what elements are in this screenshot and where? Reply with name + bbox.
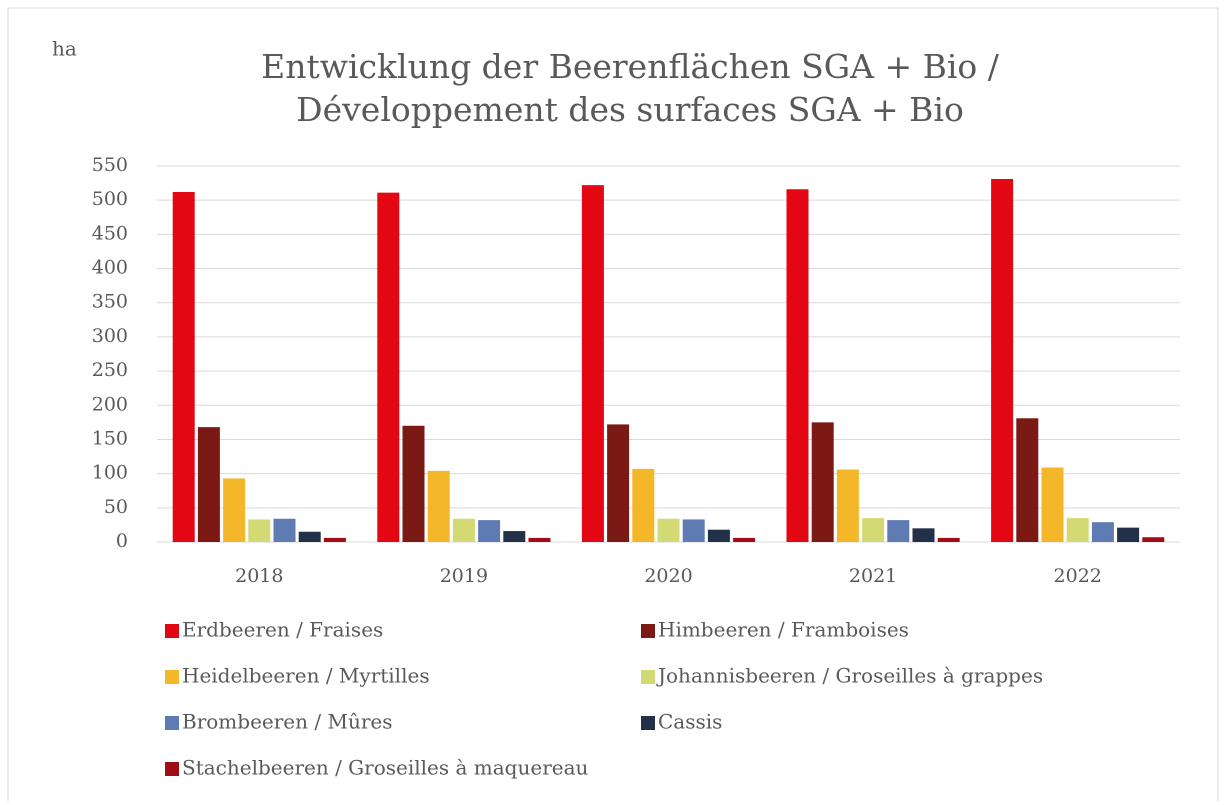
bar: [427, 470, 450, 542]
y-tick-label: 0: [116, 530, 128, 552]
bar: [478, 520, 501, 542]
y-tick-label: 550: [92, 154, 128, 176]
bar: [1142, 537, 1165, 542]
bar: [632, 468, 655, 542]
x-tick-label: 2019: [440, 565, 488, 587]
legend-swatch: [165, 762, 179, 776]
bar: [887, 520, 910, 542]
chart-title: Entwicklung der Beerenflächen SGA + Bio …: [261, 47, 1000, 86]
bar: [223, 478, 246, 542]
chart-border: [7, 7, 1219, 805]
bar: [197, 427, 220, 542]
y-tick-label: 100: [92, 462, 128, 484]
legend-label: Stachelbeeren / Groseilles à maquereau: [182, 756, 589, 780]
bar: [581, 185, 604, 542]
legend-label: Cassis: [658, 710, 722, 734]
legend-swatch: [641, 716, 655, 730]
y-tick-label: 150: [92, 427, 128, 449]
bar: [1041, 467, 1064, 542]
bar: [172, 191, 195, 542]
legend-swatch: [641, 670, 655, 684]
legend-swatch: [641, 624, 655, 638]
legend-swatch: [165, 624, 179, 638]
bar: [657, 518, 680, 542]
legend-swatch: [165, 716, 179, 730]
bar: [607, 424, 630, 542]
bar: [298, 531, 321, 542]
legend-label: Brombeeren / Mûres: [182, 710, 393, 734]
bar: [1091, 522, 1114, 542]
y-tick-label: 300: [92, 325, 128, 347]
bar: [1117, 527, 1140, 542]
bar: [707, 529, 730, 542]
bar: [991, 178, 1014, 543]
bar: [733, 537, 756, 542]
bar: [836, 469, 859, 542]
y-tick-label: 200: [92, 393, 128, 415]
legend-label: Johannisbeeren / Groseilles à grappes: [656, 664, 1043, 688]
y-axis-label: ha: [52, 37, 77, 61]
legend-label: Heidelbeeren / Myrtilles: [182, 664, 430, 688]
bar: [503, 531, 526, 542]
x-tick-label: 2022: [1054, 565, 1102, 587]
bar: [248, 519, 271, 542]
bar: [786, 189, 809, 542]
bar: [273, 518, 296, 542]
y-tick-label: 350: [92, 291, 128, 313]
legend-label: Himbeeren / Framboises: [658, 618, 909, 642]
bar: [811, 422, 834, 542]
bar: [1066, 518, 1089, 542]
bar: [452, 518, 475, 542]
legend-label: Erdbeeren / Fraises: [182, 618, 383, 642]
y-tick-label: 50: [104, 496, 128, 518]
x-tick-label: 2018: [235, 565, 283, 587]
chart-title: Développement des surfaces SGA + Bio: [296, 90, 964, 129]
y-tick-label: 450: [92, 222, 128, 244]
bar: [323, 537, 346, 542]
y-tick-label: 500: [92, 188, 128, 210]
legend-swatch: [165, 670, 179, 684]
bar: [937, 537, 960, 542]
x-tick-label: 2021: [849, 565, 897, 587]
bar: [682, 519, 705, 542]
bar: [1016, 418, 1039, 542]
bar: [377, 192, 400, 543]
y-tick-label: 250: [92, 359, 128, 381]
x-tick-label: 2020: [644, 565, 692, 587]
bar: [528, 537, 551, 542]
y-tick-label: 400: [92, 257, 128, 279]
bar: [912, 528, 935, 542]
bar: [862, 518, 885, 542]
bar: [402, 425, 425, 542]
